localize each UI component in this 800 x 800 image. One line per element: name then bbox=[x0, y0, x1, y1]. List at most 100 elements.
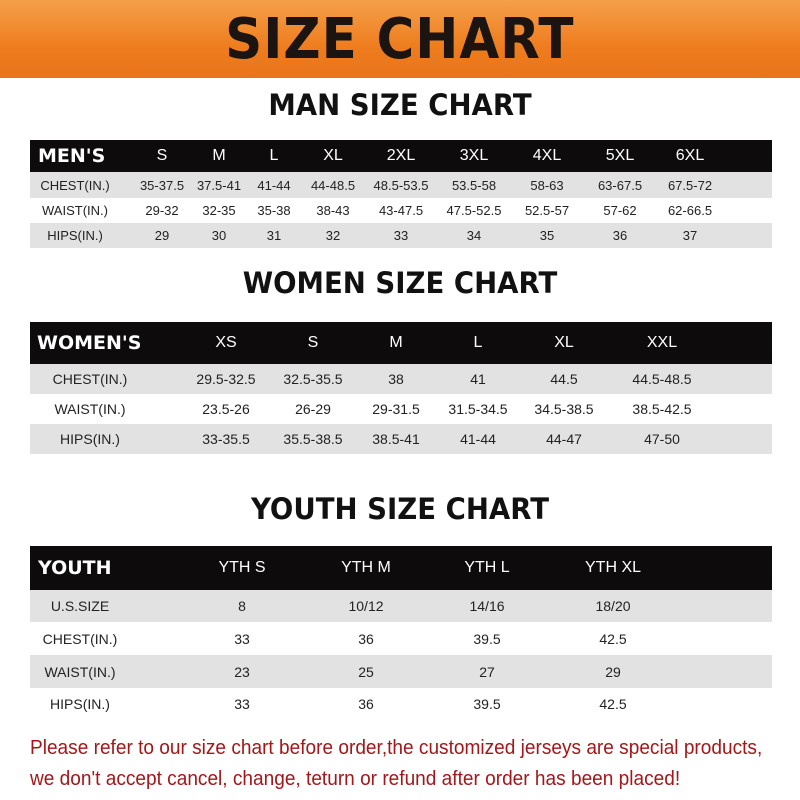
table-row: CHEST(IN.) 33 36 39.5 42.5 bbox=[30, 622, 772, 655]
table-title-cell: WOMEN'S bbox=[37, 332, 142, 354]
size-header-cell: 3XL bbox=[459, 147, 489, 164]
measurement-cell: 43-47.5 bbox=[378, 203, 424, 218]
measurement-cell: 18/20 bbox=[595, 598, 631, 614]
measurement-cell: 36 bbox=[612, 228, 628, 243]
measurement-cell: 37.5-41 bbox=[196, 177, 242, 193]
measurement-cell: 27 bbox=[479, 663, 495, 680]
notice-line-2: we don't accept cancel, change, teturn o… bbox=[30, 767, 681, 790]
measurement-cell: 39.5 bbox=[473, 630, 501, 647]
row-label: CHEST(IN.) bbox=[42, 630, 118, 647]
size-header-cell: M bbox=[389, 334, 403, 351]
row-label: HIPS(IN.) bbox=[50, 695, 110, 712]
measurement-cell: 35 bbox=[539, 228, 555, 243]
table-row: HIPS(IN.) 33 36 39.5 42.5 bbox=[30, 688, 772, 719]
women-heading: WOMEN SIZE CHART bbox=[242, 266, 558, 300]
measurement-cell: 29 bbox=[605, 663, 621, 680]
measurement-cell: 44.5-48.5 bbox=[632, 371, 692, 387]
row-label: CHEST(IN.) bbox=[40, 177, 110, 193]
measurement-cell: 33 bbox=[234, 695, 250, 712]
measurement-cell: 32.5-35.5 bbox=[283, 371, 343, 387]
measurement-cell: 41-44 bbox=[460, 431, 496, 447]
notice-line-1: Please refer to our size chart before or… bbox=[30, 736, 763, 759]
measurement-cell: 35-38 bbox=[257, 203, 291, 218]
measurement-cell: 57-62 bbox=[603, 203, 637, 218]
size-header-cell: YTH M bbox=[341, 559, 391, 576]
measurement-cell: 31.5-34.5 bbox=[448, 401, 508, 417]
row-label: WAIST(IN.) bbox=[42, 203, 108, 218]
row-label: WAIST(IN.) bbox=[54, 401, 126, 417]
size-header-cell: S bbox=[307, 334, 319, 351]
measurement-cell: 44-47 bbox=[546, 431, 582, 447]
measurement-cell: 35.5-38.5 bbox=[283, 431, 343, 447]
order-notice: Please refer to our size chart before or… bbox=[30, 732, 763, 794]
size-header-cell: YTH XL bbox=[584, 559, 642, 576]
measurement-cell: 37 bbox=[682, 228, 698, 243]
measurement-cell: 58-63 bbox=[530, 177, 564, 193]
size-header-cell: L bbox=[269, 147, 279, 164]
measurement-cell: 32 bbox=[325, 228, 341, 243]
men-heading: MAN SIZE CHART bbox=[268, 88, 532, 122]
measurement-cell: 36 bbox=[358, 630, 374, 647]
youth-heading: YOUTH SIZE CHART bbox=[250, 492, 550, 526]
measurement-cell: 44-48.5 bbox=[310, 177, 356, 193]
measurement-cell: 8 bbox=[238, 598, 246, 614]
measurement-cell: 38.5-41 bbox=[372, 431, 420, 447]
measurement-cell: 23 bbox=[234, 663, 250, 680]
measurement-cell: 38-43 bbox=[316, 203, 350, 218]
measurement-cell: 34.5-38.5 bbox=[534, 401, 594, 417]
size-header-cell: YTH S bbox=[218, 559, 266, 576]
banner: SIZE CHART bbox=[0, 0, 800, 78]
measurement-cell: 38 bbox=[388, 371, 404, 387]
row-label: HIPS(IN.) bbox=[47, 228, 103, 243]
measurement-cell: 29 bbox=[154, 228, 170, 243]
measurement-cell: 30 bbox=[211, 228, 227, 243]
table-row: CHEST(IN.) 29.5-32.5 32.5-35.5 38 41 44.5 44.5… bbox=[30, 364, 772, 394]
youth-size-table: YOUTH YTH S YTH M YTH L YTH XL U.S.SIZE 8 10/12… bbox=[30, 546, 772, 719]
measurement-cell: 41-44 bbox=[257, 177, 291, 193]
table-row: HIPS(IN.) 33-35.5 35.5-38.5 38.5-41 41-44 44-… bbox=[30, 424, 772, 454]
measurement-cell: 25 bbox=[358, 663, 374, 680]
table-title-cell: MEN'S bbox=[38, 145, 106, 167]
measurement-cell: 23.5-26 bbox=[202, 401, 250, 417]
banner-title: SIZE CHART bbox=[225, 6, 575, 72]
measurement-cell: 26-29 bbox=[295, 401, 331, 417]
measurement-cell: 48.5-53.5 bbox=[373, 177, 429, 193]
men-header-row: MEN'S S M L XL 2XL 3XL 4XL 5XL 6XL bbox=[30, 140, 772, 172]
measurement-cell: 29-32 bbox=[145, 203, 179, 218]
measurement-cell: 14/16 bbox=[469, 598, 505, 614]
size-header-cell: XS bbox=[215, 334, 237, 351]
measurement-cell: 33 bbox=[393, 228, 409, 243]
measurement-cell: 33 bbox=[234, 630, 250, 647]
measurement-cell: 33-35.5 bbox=[202, 431, 250, 447]
size-header-cell: 4XL bbox=[532, 147, 562, 164]
measurement-cell: 47.5-52.5 bbox=[446, 203, 502, 218]
size-header-cell: M bbox=[212, 147, 226, 164]
size-header-cell: XXL bbox=[646, 334, 678, 351]
measurement-cell: 42.5 bbox=[599, 630, 627, 647]
size-header-cell: YTH L bbox=[464, 559, 510, 576]
measurement-cell: 42.5 bbox=[599, 695, 627, 712]
measurement-cell: 10/12 bbox=[348, 598, 384, 614]
size-header-cell: XL bbox=[323, 147, 343, 164]
measurement-cell: 29.5-32.5 bbox=[196, 371, 256, 387]
measurement-cell: 47-50 bbox=[644, 431, 680, 447]
youth-header-row: YOUTH YTH S YTH M YTH L YTH XL bbox=[30, 546, 772, 590]
measurement-cell: 44.5 bbox=[550, 371, 578, 387]
measurement-cell: 41 bbox=[470, 371, 486, 387]
men-size-table: MEN'S S M L XL 2XL 3XL 4XL 5XL 6XL CHEST(IN.) 35-37… bbox=[30, 140, 772, 248]
row-label: U.S.SIZE bbox=[50, 598, 110, 614]
row-label: CHEST(IN.) bbox=[52, 371, 128, 387]
measurement-cell: 67.5-72 bbox=[667, 177, 713, 193]
measurement-cell: 32-35 bbox=[202, 203, 236, 218]
women-header-row: WOMEN'S XS S M L XL XXL bbox=[30, 322, 772, 364]
table-row: CHEST(IN.) 35-37.5 37.5-41 41-44 44-48.5 48.5… bbox=[30, 172, 772, 198]
size-header-cell: S bbox=[156, 147, 168, 164]
table-title-cell: YOUTH bbox=[38, 557, 112, 579]
table-row: WAIST(IN.) 23 25 27 29 bbox=[30, 655, 772, 688]
measurement-cell: 62-66.5 bbox=[667, 203, 713, 218]
table-row: U.S.SIZE 8 10/12 14/16 18/20 bbox=[30, 590, 772, 622]
size-header-cell: 5XL bbox=[605, 147, 635, 164]
row-label: WAIST(IN.) bbox=[44, 663, 116, 680]
table-row: WAIST(IN.) 23.5-26 26-29 29-31.5 31.5-34.5 34… bbox=[30, 394, 772, 424]
measurement-cell: 52.5-57 bbox=[524, 203, 570, 218]
